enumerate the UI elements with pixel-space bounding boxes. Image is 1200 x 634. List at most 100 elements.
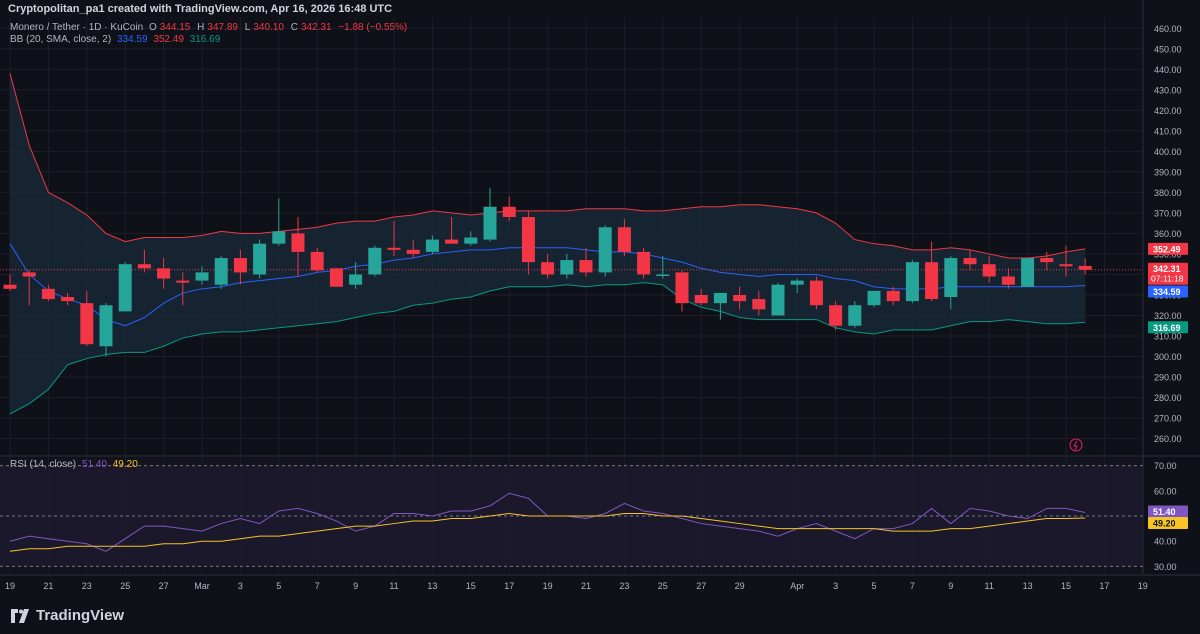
candle-body bbox=[752, 299, 766, 310]
rsi-ma-price-label-box bbox=[1148, 517, 1188, 530]
bb-lower-line bbox=[9, 282, 1086, 415]
bb-lower-price-label-box bbox=[1148, 321, 1188, 334]
price-tick-label: 390.00 bbox=[1154, 167, 1182, 177]
candle-body bbox=[387, 247, 401, 250]
price-tick-label: 410.00 bbox=[1154, 126, 1182, 136]
rsi-tick-label: 30.00 bbox=[1154, 562, 1177, 572]
time-tick-label: 15 bbox=[1061, 581, 1071, 591]
alert-bolt-glyph bbox=[1073, 440, 1078, 451]
candle-body bbox=[733, 294, 747, 302]
low-value: 340.10 bbox=[253, 22, 284, 33]
bb-upper-line bbox=[9, 73, 1086, 259]
bb-legend[interactable]: BB (20, SMA, close, 2) 334.59 352.49 316… bbox=[10, 34, 223, 45]
time-tick-label: 11 bbox=[985, 581, 994, 591]
candle-body bbox=[445, 239, 459, 244]
candle-body bbox=[291, 233, 305, 252]
candle-body bbox=[368, 247, 382, 275]
candle-body bbox=[598, 227, 612, 273]
candle-body bbox=[61, 297, 75, 302]
candle-body bbox=[905, 262, 919, 302]
rsi-ma-value: 49.20 bbox=[112, 459, 138, 470]
close-price-label: 342.31 bbox=[1153, 264, 1181, 274]
rsi-tick-label: 60.00 bbox=[1154, 486, 1177, 496]
candle-body bbox=[214, 258, 228, 285]
time-tick-label: Apr bbox=[790, 581, 804, 591]
time-tick-label: 21 bbox=[43, 581, 53, 591]
time-tick-label: 13 bbox=[427, 581, 437, 591]
time-tick-label: 7 bbox=[315, 581, 320, 591]
candle-body bbox=[176, 280, 190, 283]
alert-bolt-icon bbox=[1069, 438, 1083, 452]
candle-body bbox=[579, 260, 593, 273]
low-label: L bbox=[244, 22, 251, 33]
bar-countdown-label: 07:11:18 bbox=[1151, 274, 1184, 284]
candle-body bbox=[867, 290, 881, 306]
open-value: 344.15 bbox=[159, 22, 191, 33]
candle-body bbox=[848, 305, 862, 326]
candle-body bbox=[694, 294, 708, 304]
rsi-legend[interactable]: RSI (14, close) 51.40 49.20 bbox=[10, 459, 141, 470]
candle-body bbox=[41, 288, 55, 300]
candle-body bbox=[963, 258, 977, 265]
close-value: 342.31 bbox=[300, 22, 332, 33]
candle-body bbox=[349, 274, 363, 285]
high-value: 347.89 bbox=[207, 22, 238, 33]
open-label: O bbox=[149, 22, 157, 33]
candle-body bbox=[195, 272, 209, 281]
time-tick-label: 3 bbox=[238, 581, 243, 591]
candle-body bbox=[925, 262, 939, 300]
time-tick-label: 27 bbox=[159, 581, 169, 591]
rsi-value: 51.40 bbox=[81, 459, 107, 470]
candle-body bbox=[713, 292, 727, 304]
candle-body bbox=[809, 280, 823, 306]
price-tick-label: 260.00 bbox=[1154, 434, 1182, 444]
symbol-name: Monero / Tether · 1D · KuCoin bbox=[10, 22, 144, 33]
candle-body bbox=[656, 274, 670, 276]
price-tick-label: 270.00 bbox=[1154, 414, 1182, 424]
time-tick-label: 17 bbox=[504, 581, 514, 591]
tradingview-logo: TradingView bbox=[10, 607, 124, 624]
price-tick-label: 440.00 bbox=[1154, 65, 1182, 75]
time-tick-label: 19 bbox=[543, 581, 553, 591]
time-tick-label: 9 bbox=[948, 581, 953, 591]
candle-body bbox=[771, 284, 785, 316]
time-tick-label: 7 bbox=[910, 581, 915, 591]
bb-upper-price-label: 352.49 bbox=[1153, 244, 1181, 254]
candle-body bbox=[502, 206, 516, 218]
price-tick-label: 460.00 bbox=[1154, 24, 1182, 34]
price-tick-label: 280.00 bbox=[1154, 393, 1182, 403]
time-tick-label: 5 bbox=[276, 581, 281, 591]
price-tick-label: 310.00 bbox=[1154, 332, 1182, 342]
time-tick-label: 15 bbox=[466, 581, 476, 591]
time-tick-label: 19 bbox=[5, 581, 15, 591]
price-tick-label: 420.00 bbox=[1154, 106, 1182, 116]
price-tick-label: 320.00 bbox=[1154, 311, 1182, 321]
candle-body bbox=[944, 258, 958, 298]
time-tick-label: 23 bbox=[82, 581, 92, 591]
time-tick-label: 23 bbox=[619, 581, 629, 591]
candle-body bbox=[1021, 258, 1035, 287]
candle-body bbox=[886, 290, 900, 302]
time-tick-label: 11 bbox=[389, 581, 398, 591]
rsi-ma-line bbox=[9, 512, 1086, 552]
bb-basis-price-label: 334.59 bbox=[1153, 287, 1181, 297]
bb-upper-price-label-box bbox=[1148, 242, 1188, 255]
high-label: H bbox=[197, 22, 205, 33]
candle-body bbox=[310, 251, 324, 271]
rsi-price-label-box bbox=[1148, 505, 1188, 518]
candle-body bbox=[1059, 264, 1073, 267]
candle-body bbox=[483, 206, 497, 240]
price-tick-label: 290.00 bbox=[1154, 373, 1182, 383]
candle-body bbox=[1040, 258, 1054, 263]
rsi-tick-label: 70.00 bbox=[1154, 461, 1177, 471]
candle-body bbox=[982, 264, 996, 277]
candle-body bbox=[80, 303, 94, 345]
candle-body bbox=[829, 305, 843, 326]
price-tick-label: 370.00 bbox=[1154, 208, 1182, 218]
bb-basis-value: 334.59 bbox=[116, 34, 148, 45]
close-price-box bbox=[1148, 262, 1188, 285]
time-tick-label: 29 bbox=[735, 581, 745, 591]
rsi-price-label: 51.40 bbox=[1153, 507, 1176, 517]
